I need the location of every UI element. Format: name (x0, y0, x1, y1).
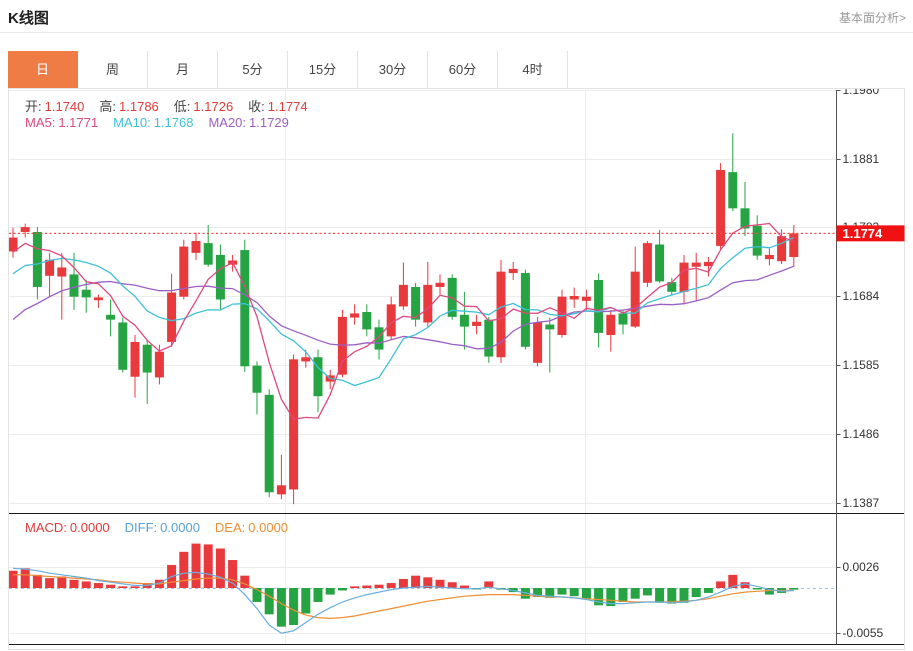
ma5-line (12, 222, 795, 420)
ohlc-close: 收: 1.1774 (248, 99, 308, 114)
tab-week[interactable]: 周 (78, 51, 148, 88)
axis-tick-label: 1.1881 (843, 152, 880, 166)
axis-tick-label: -0.0055 (843, 626, 884, 640)
ma10-line (12, 236, 795, 387)
tab-month[interactable]: 月 (148, 51, 218, 88)
ma-ma20: MA20: 1.1729 (208, 115, 289, 130)
axis-tick-label: 1.1387 (843, 496, 880, 510)
axis-tick-label: 1.1585 (843, 358, 880, 372)
chart-panel (8, 51, 905, 650)
diff-line (12, 567, 794, 634)
tab-5min[interactable]: 5分 (218, 51, 288, 88)
ohlc-low: 低: 1.1726 (173, 99, 234, 114)
tab-day[interactable]: 日 (8, 51, 78, 88)
macd-legend: MACD: 0.0000 DIFF: 0.0000 DEA: 0.0000 (25, 520, 303, 535)
macd-lines (12, 567, 794, 634)
titlebar: K线图 基本面分析> (0, 0, 913, 33)
axis-tick-label: 0.0026 (843, 560, 880, 574)
axis-tick-label: 1.1684 (843, 289, 880, 303)
ma20-line (12, 265, 795, 350)
ohlc-open: 开: 1.1740 (25, 99, 85, 114)
macd-macd: MACD: 0.0000 (25, 520, 110, 535)
ma-lines (12, 222, 795, 420)
axis-labels: 1.19801.18811.17831.16841.15851.14861.13… (836, 83, 884, 640)
tab-60min[interactable]: 60分 (428, 51, 498, 88)
interval-tabbar: 日周月 5分 15分 30分 60分 4时 (8, 51, 905, 89)
ohlc-high: 高: 1.1786 (99, 99, 159, 114)
page-title: K线图 (8, 10, 49, 27)
ma-ma10: MA10: 1.1768 (113, 115, 194, 130)
ma-ma5: MA5: 1.1771 (25, 115, 99, 130)
macd-diff: DIFF: 0.0000 (124, 520, 200, 535)
ma-legend: MA5: 1.1771 MA10: 1.1768 MA20: 1.1729 (25, 115, 304, 130)
last-price-tag: 1.1774 (836, 225, 905, 242)
tab-30min[interactable]: 30分 (358, 51, 428, 88)
tab-15min[interactable]: 15分 (288, 51, 358, 88)
gridlines (9, 90, 837, 645)
panel-separators (9, 512, 904, 646)
axis-tick-label: 1.1486 (843, 427, 880, 441)
ohlc-legend: 开: 1.1740 高: 1.1786 低: 1.1726 收: 1.1774 (25, 96, 323, 115)
fundamental-analysis-link[interactable]: 基本面分析> (838, 11, 906, 25)
last-price-tag-label: 1.1774 (843, 226, 884, 241)
macd-histogram (9, 543, 799, 627)
tab-4hour[interactable]: 4时 (498, 51, 568, 88)
macd-dea: DEA: 0.0000 (214, 520, 289, 535)
